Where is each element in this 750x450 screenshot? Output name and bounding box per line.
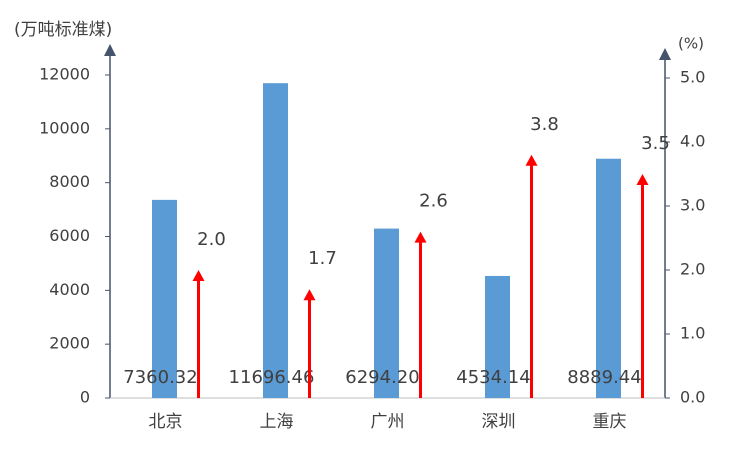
arrow-value-label: 2.0 [197, 229, 226, 250]
y-tick-label: 6000 [49, 226, 90, 245]
arrow-value-label: 2.6 [419, 191, 448, 212]
x-tick-label: 北京 [149, 412, 183, 432]
bar-value-label: 6294.20 [345, 367, 419, 388]
arrow-value-label: 3.5 [641, 133, 670, 154]
y-tick-label: 10000 [39, 118, 90, 137]
bar-value-label: 11696.46 [229, 367, 315, 388]
arrow-head [525, 154, 538, 166]
bar-value-label: 8889.44 [567, 367, 641, 388]
y-tick-label: 12000 [39, 65, 90, 84]
arrow-value-label: 3.8 [530, 114, 559, 135]
bar [152, 199, 177, 398]
arrow-head [303, 289, 316, 301]
bar [485, 275, 510, 398]
y2-tick-label: 4.0 [680, 132, 705, 151]
y-tick-label: 4000 [49, 280, 90, 299]
y-tick-label: 8000 [49, 172, 90, 191]
y2-tick-label: 3.0 [680, 196, 705, 215]
y2-tick-label: 0.0 [680, 388, 705, 407]
y2-tick-label: 1.0 [680, 324, 705, 343]
arrow-head [636, 174, 649, 185]
arrow-head [192, 270, 205, 281]
y-tick-label: 2000 [49, 334, 90, 353]
arrow-value-label: 1.7 [308, 248, 337, 269]
y2-axis-title: (%) [678, 35, 704, 53]
bar [596, 158, 621, 398]
y2-axis-arrow [659, 48, 671, 60]
y-tick-label: 0 [80, 388, 90, 407]
y-axis-title: (万吨标准煤) [14, 20, 112, 40]
bar [263, 83, 288, 398]
x-tick-label: 上海 [260, 412, 294, 432]
y2-tick-label: 2.0 [680, 260, 705, 279]
x-tick-label: 重庆 [593, 412, 627, 432]
bar-value-label: 4534.14 [456, 367, 530, 388]
y-axis-arrow [104, 44, 116, 56]
arrow-head [414, 231, 427, 243]
y2-tick-label: 5.0 [680, 68, 705, 87]
x-tick-label: 广州 [371, 412, 405, 432]
bar-value-label: 7360.32 [123, 367, 197, 388]
x-tick-label: 深圳 [482, 412, 516, 432]
bar [374, 228, 399, 398]
